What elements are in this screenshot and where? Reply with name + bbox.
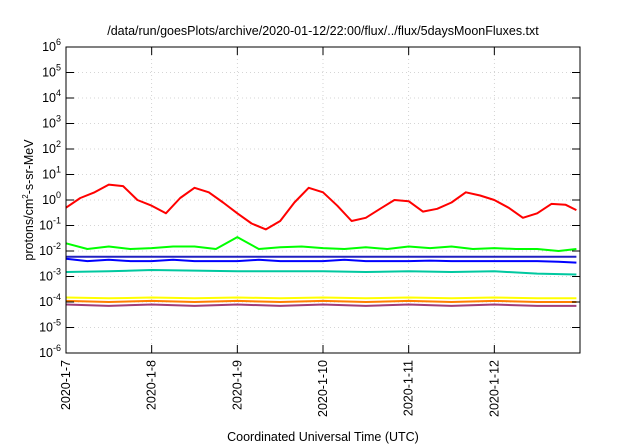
series-line-1 [65,236,577,252]
y-tick-label: 10-3 [39,267,61,284]
series-line-4 [65,269,577,276]
series-line-0 [65,183,577,231]
y-axis-title-rest: -s-sr-MeV [22,139,36,195]
y-tick-label: 10-4 [39,292,61,309]
y-axis-title: protons/cm2-s-sr-MeV [21,139,36,261]
y-tick-label: 10-2 [39,241,61,258]
y-tick-label: 10-6 [39,343,61,360]
x-tick-label: 2020-1-7 [59,360,73,410]
y-tick-label: 104 [42,88,61,105]
series-line-6 [65,299,577,303]
y-tick-label: 103 [42,114,61,131]
y-axis-title-sup: 2 [21,194,30,199]
series-line-7 [65,303,577,307]
chart-title: /data/run/goesPlots/archive/2020-01-12/2… [107,24,539,38]
x-tick-label: 2020-1-8 [145,360,159,410]
x-tick-label: 2020-1-12 [487,360,501,417]
xlabel-layer: 2020-1-7 2020-1-8 2020-1-9 2020-1-10 2020-1-… [59,360,501,417]
series-line-2 [65,257,577,264]
y-tick-label: 102 [42,139,61,156]
y-axis-title-main: protons/cm [22,199,36,261]
x-tick-label: 2020-1-9 [230,360,244,410]
y-tick-label: 106 [42,37,61,54]
x-axis-title: Coordinated Universal Time (UTC) [227,430,419,444]
y-tick-label: 101 [42,165,61,182]
ylabel-layer: 10-6 10-5 10-4 10-3 10-2 10-1 100 101 102 103 104 1… [39,37,61,360]
y-tick-label: 105 [42,63,61,80]
x-tick-label: 2020-1-11 [402,360,416,416]
y-tick-label: 10-5 [39,318,61,335]
y-tick-label: 10-1 [39,216,61,233]
tick-layer [65,46,580,354]
series-line-5 [65,296,577,300]
y-tick-label: 100 [42,190,61,207]
series-layer [65,183,577,307]
x-tick-label: 2020-1-10 [316,360,330,417]
